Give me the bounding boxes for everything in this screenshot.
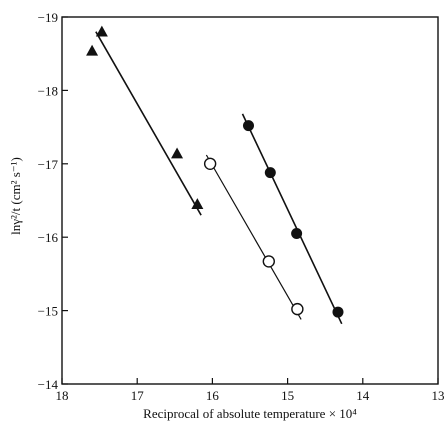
y-tick-label: −16 [38, 230, 59, 245]
open-circle-marker [203, 157, 217, 171]
triangle-marker [95, 25, 108, 37]
triangle-marker [86, 44, 99, 56]
triangle-marker [171, 147, 184, 159]
x-axis-title: Reciprocal of absolute temperature × 10⁴ [143, 406, 357, 421]
x-tick-label: 17 [131, 388, 145, 403]
x-tick-label: 13 [432, 388, 445, 403]
x-tick-label: 15 [281, 388, 294, 403]
fit-lines [95, 31, 343, 325]
fit-line-series-1 [95, 31, 202, 216]
data-markers [86, 25, 344, 318]
filled-circle-marker [264, 167, 276, 179]
y-axis-title: lnγ²/t (cm² s⁻¹) [8, 157, 23, 235]
open-circle-marker [291, 302, 304, 316]
filled-circle-marker [332, 306, 344, 318]
y-tick-label: −14 [38, 377, 59, 392]
filled-circle-marker [291, 228, 303, 240]
y-tick-label: −15 [38, 304, 58, 319]
x-tick-label: 14 [356, 388, 370, 403]
fit-line-series-3 [241, 113, 343, 325]
x-axis-ticks: 18 17 16 15 14 13 [56, 378, 445, 403]
x-tick-label: 16 [206, 388, 220, 403]
filled-circle-marker [242, 120, 254, 132]
triangle-marker [191, 198, 204, 209]
y-tick-label: −18 [38, 83, 58, 98]
open-circle-marker [262, 255, 275, 268]
y-tick-label: −17 [38, 157, 59, 172]
fit-line-series-2 [205, 154, 302, 320]
plot-area-frame [61, 16, 439, 385]
x-tick-label: 18 [56, 388, 69, 403]
y-axis-ticks: −19 −18 −17 −16 −15 −14 [38, 10, 68, 392]
y-tick-label: −19 [38, 10, 58, 25]
